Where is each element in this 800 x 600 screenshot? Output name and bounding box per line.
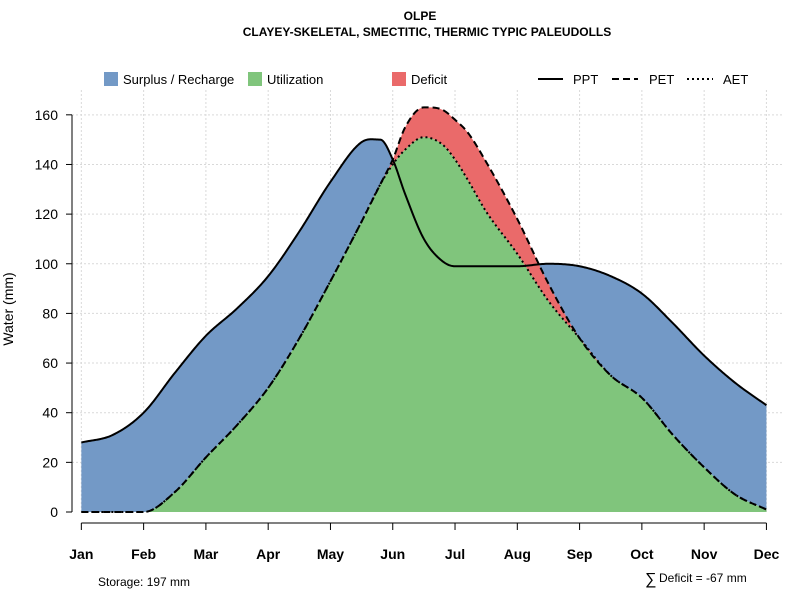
y-tick-label-60: 60 xyxy=(42,355,58,371)
legend-label-surplus: Surplus / Recharge xyxy=(123,72,234,87)
axes: 0 20 40 60 80 100 120 140 160 Jan Feb Mar Apr May Jun J… xyxy=(35,107,780,562)
series-line-aet xyxy=(81,136,767,513)
y-tick-label-20: 20 xyxy=(42,454,58,470)
x-tick-label-jul: Jul xyxy=(445,546,465,562)
legend-swatch-surplus xyxy=(104,72,118,86)
x-tick-label-may: May xyxy=(317,546,344,562)
x-tick-label-mar: Mar xyxy=(193,546,218,562)
line-layer xyxy=(81,106,768,513)
storage-label: Storage: 197 mm xyxy=(98,575,190,589)
legend: Surplus / Recharge Utilization Deficit P… xyxy=(104,72,748,87)
legend-label-pet: PET xyxy=(649,72,674,87)
series-line-pet xyxy=(81,106,767,513)
legend-label-deficit: Deficit xyxy=(411,72,448,87)
x-tick-label-jan: Jan xyxy=(69,546,93,562)
x-tick-label-oct: Oct xyxy=(630,546,654,562)
y-tick-label-0: 0 xyxy=(50,504,58,520)
utilization-area xyxy=(81,137,767,512)
y-tick-label-160: 160 xyxy=(35,107,59,123)
x-tick-label-apr: Apr xyxy=(256,546,281,562)
legend-label-ppt: PPT xyxy=(573,72,598,87)
y-tick-label-140: 140 xyxy=(35,156,59,172)
y-axis-label: Water (mm) xyxy=(0,272,16,345)
x-tick-label-aug: Aug xyxy=(504,546,531,562)
y-tick-label-100: 100 xyxy=(35,256,59,272)
y-tick-label-120: 120 xyxy=(35,206,59,222)
legend-label-aet: AET xyxy=(723,72,748,87)
legend-swatch-utilization xyxy=(248,72,262,86)
x-tick-label-nov: Nov xyxy=(691,546,718,562)
series-line-ppt xyxy=(81,138,768,444)
y-tick-label-80: 80 xyxy=(42,305,58,321)
x-tick-label-dec: Dec xyxy=(754,546,780,562)
area-layer xyxy=(81,107,767,513)
x-tick-label-feb: Feb xyxy=(131,546,156,562)
chart-subtitle: CLAYEY-SKELETAL, SMECTITIC, THERMIC TYPI… xyxy=(243,25,611,39)
x-tick-label-sep: Sep xyxy=(567,546,593,562)
legend-label-utilization: Utilization xyxy=(267,72,323,87)
deficit-total-label: Deficit = -67 mm xyxy=(659,571,747,585)
chart-title: OLPE xyxy=(404,9,437,23)
x-tick-label-jun: Jun xyxy=(380,546,405,562)
y-tick-label-40: 40 xyxy=(42,405,58,421)
sum-icon: ∑ xyxy=(645,571,656,588)
legend-swatch-deficit xyxy=(392,72,406,86)
